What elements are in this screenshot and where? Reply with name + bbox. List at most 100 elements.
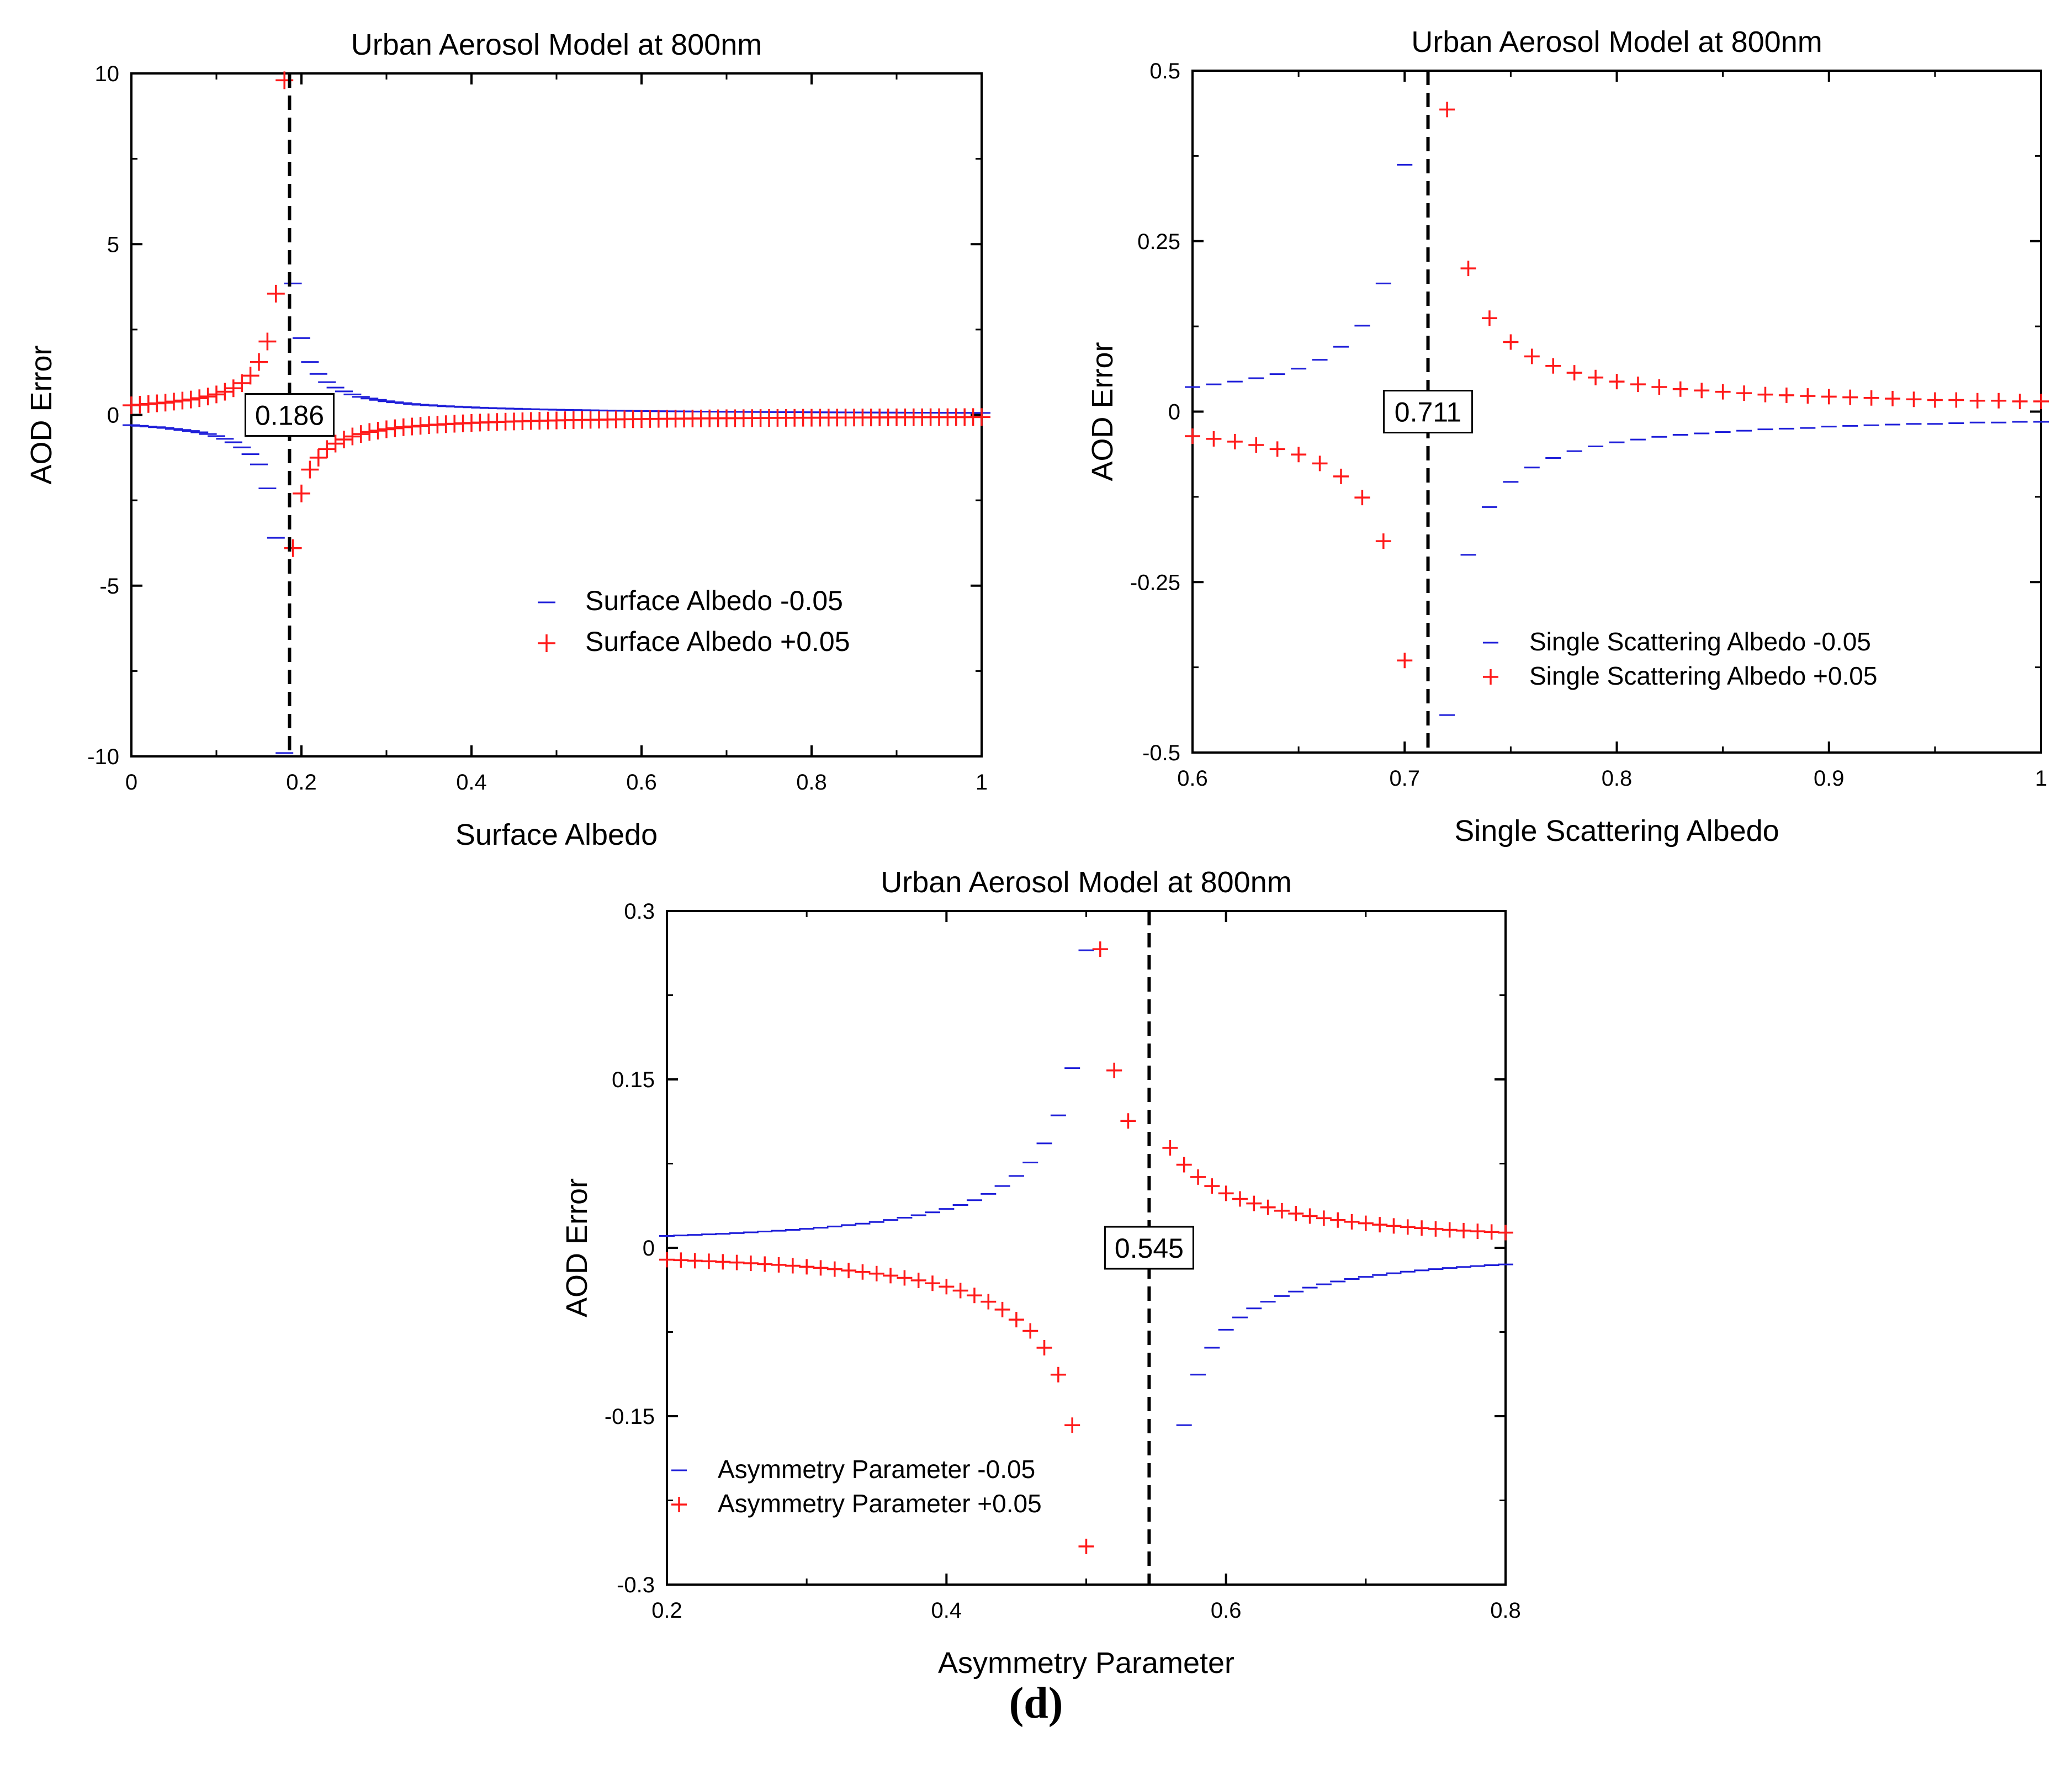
data-point-plus — [378, 420, 395, 438]
data-point-plus — [284, 539, 302, 557]
data-point-plus — [868, 1265, 884, 1281]
x-tick-label: 0.6 — [1177, 766, 1208, 791]
x-tick-label: 0.7 — [1389, 766, 1420, 791]
x-tick-label: 0.9 — [1814, 766, 1845, 791]
y-tick-label: -0.25 — [1130, 570, 1180, 595]
data-point-plus — [1316, 1210, 1332, 1226]
data-point-plus — [190, 389, 209, 407]
critical-label: 0.545 — [1115, 1233, 1184, 1264]
y-tick-label: -0.15 — [605, 1405, 655, 1429]
data-point-plus — [1185, 428, 1200, 444]
y-tick-label: 0.3 — [624, 899, 655, 924]
legend-entry: Single Scattering Albedo +0.05 — [1529, 661, 1877, 690]
data-point-plus — [952, 1283, 968, 1299]
data-point-plus — [1651, 379, 1667, 395]
x-tick-label: 0.4 — [456, 770, 487, 795]
legend-entry: Asymmetry Parameter +0.05 — [718, 1489, 1042, 1518]
critical-label-box — [1383, 390, 1474, 433]
data-point-plus — [897, 1270, 913, 1286]
data-point-plus — [1162, 1140, 1178, 1156]
data-point-plus — [1545, 358, 1561, 374]
data-point-plus — [352, 425, 370, 443]
data-point-plus — [173, 391, 192, 410]
y-tick-label: 10 — [95, 62, 120, 86]
chart-surface: Urban Aerosol Model at 800nm 0 0.2 0.4 0.6 0.… — [25, 28, 990, 851]
data-point-plus — [1428, 1221, 1444, 1237]
data-point-plus — [826, 1261, 842, 1277]
data-point-plus — [1206, 431, 1222, 447]
chart-ssa: Urban Aerosol Model at 800nm 0.6 0.7 0.8 0.9… — [1086, 25, 2049, 848]
data-point-plus — [966, 1288, 982, 1304]
critical-label-box — [244, 393, 335, 437]
data-point-plus — [301, 460, 319, 479]
data-point-plus — [715, 1254, 731, 1270]
data-point-plus — [335, 431, 353, 449]
y-tick-label: -10 — [87, 745, 119, 769]
data-point-plus — [841, 1263, 857, 1279]
data-point-plus — [1204, 1178, 1220, 1194]
data-point-plus — [1456, 1222, 1472, 1238]
legend-entry: Surface Albedo -0.05 — [585, 585, 843, 616]
chart-title: Urban Aerosol Model at 800nm — [881, 866, 1291, 899]
data-point-plus — [771, 1257, 787, 1273]
data-point-plus — [1481, 310, 1497, 326]
data-point-plus — [1248, 437, 1264, 453]
x-tick-label: 0.6 — [626, 770, 657, 795]
data-point-plus — [1260, 1199, 1276, 1215]
data-point-plus — [1842, 389, 1858, 405]
data-point-plus — [1439, 102, 1455, 118]
series-plus — [123, 71, 990, 557]
data-point-plus — [1969, 393, 1985, 409]
legend-marker-plus — [1483, 669, 1498, 685]
y-tick-label: -0.5 — [1142, 741, 1180, 765]
legend-marker-plus — [538, 634, 555, 652]
data-point-plus — [165, 393, 183, 411]
data-point-plus — [1302, 1208, 1318, 1224]
data-point-plus — [743, 1256, 759, 1272]
data-point-plus — [1190, 1169, 1206, 1185]
data-point-plus — [729, 1254, 745, 1270]
y-tick-label: 0.25 — [1137, 230, 1180, 254]
data-point-plus — [1991, 393, 2007, 409]
data-point-plus — [994, 1301, 1010, 1317]
y-tick-label: 0.15 — [612, 1068, 655, 1092]
data-point-plus — [1672, 381, 1688, 397]
data-point-plus — [1372, 1217, 1388, 1233]
data-point-plus — [1460, 261, 1476, 277]
data-point-plus — [673, 1252, 689, 1268]
data-point-plus — [343, 427, 362, 446]
x-tick-label: 0.2 — [286, 770, 317, 795]
data-point-plus — [1483, 1224, 1499, 1240]
data-point-plus — [1470, 1224, 1486, 1240]
data-point-plus — [1757, 386, 1773, 402]
data-point-plus — [1106, 1062, 1122, 1078]
data-point-plus — [910, 1272, 926, 1288]
data-point-plus — [1442, 1222, 1458, 1238]
data-point-plus — [1778, 387, 1794, 403]
data-point-plus — [156, 394, 174, 412]
data-point-plus — [1630, 377, 1646, 393]
data-point-plus — [1588, 369, 1604, 385]
data-point-plus — [1078, 1538, 1094, 1554]
data-point-plus — [1036, 1339, 1052, 1355]
y-axis-label: AOD Error — [560, 1178, 593, 1317]
data-point-plus — [1524, 348, 1540, 364]
data-point-plus — [1694, 383, 1710, 399]
y-tick-label: 5 — [107, 232, 119, 257]
x-tick-label: 1 — [976, 770, 988, 795]
data-point-plus — [925, 1275, 941, 1291]
data-point-plus — [2012, 393, 2028, 409]
data-point-plus — [1120, 1113, 1136, 1129]
data-point-plus — [1092, 941, 1108, 957]
data-point-plus — [1050, 1367, 1066, 1383]
series-plus — [659, 941, 1513, 1554]
data-point-plus — [1269, 441, 1285, 457]
data-point-plus — [1333, 468, 1349, 484]
data-point-plus — [687, 1253, 703, 1269]
data-point-plus — [369, 421, 387, 439]
plot-frame — [666, 910, 1507, 1586]
data-point-plus — [250, 353, 268, 371]
data-point-plus — [293, 484, 310, 502]
data-point-plus — [1736, 385, 1752, 401]
